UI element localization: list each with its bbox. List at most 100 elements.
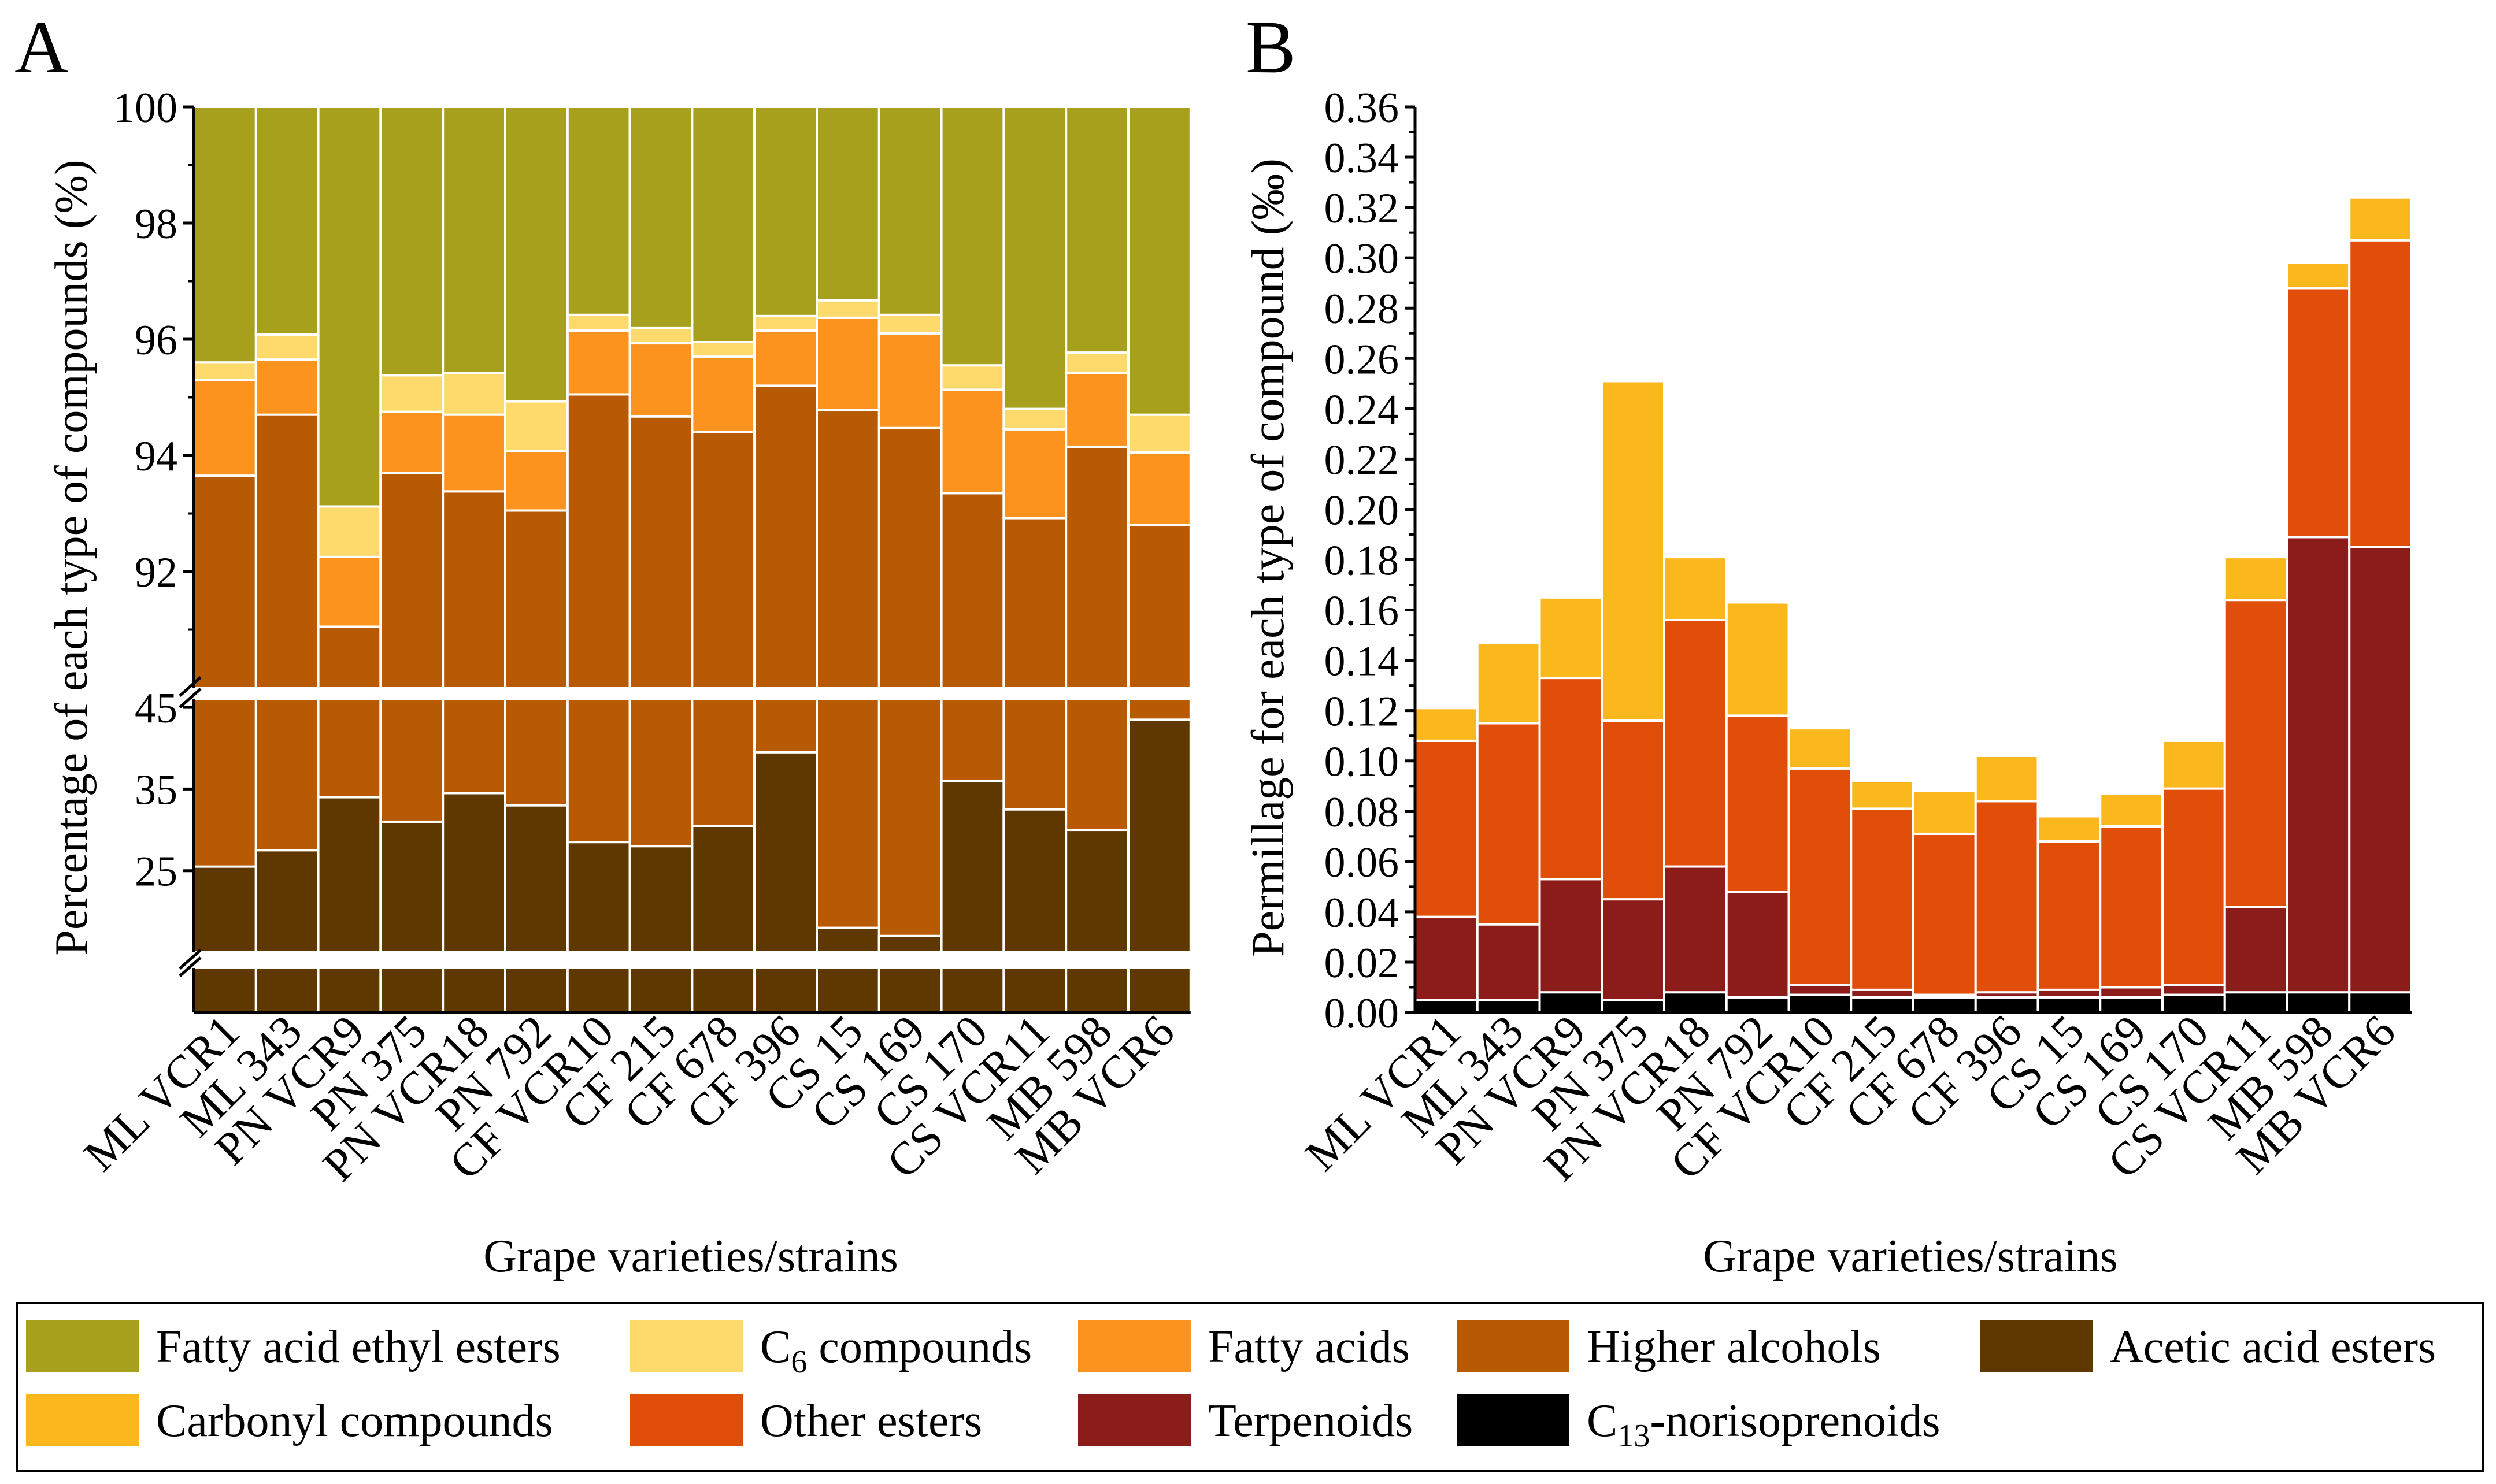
legend-swatch-terpenoids (1078, 1394, 1191, 1446)
bar-a-c6-compounds-pn-vcr18 (442, 372, 507, 416)
bar-a-acetic-acid-esters-strip-pn-792 (504, 967, 569, 1014)
bar-a-acetic-acid-esters-cs-15 (816, 926, 880, 954)
bar-a-higher-alcohols-lower-cs-15 (816, 698, 880, 954)
bar-b-other-esters-pn-375 (1601, 719, 1665, 901)
bar-a-acetic-acid-esters-mb-vcr6 (1127, 718, 1192, 954)
b-y-tick-label: 0.10 (1324, 739, 1399, 786)
b-y-tick-label: 0.26 (1324, 336, 1399, 383)
a-x-axis-title: Grape varieties/strains (483, 1231, 898, 1282)
bar-b-terpenoids-ml-vcr1 (1414, 915, 1479, 1001)
bar-a-fatty-acids-cf-396 (753, 329, 818, 387)
bar-b-other-esters-pn-792 (1725, 714, 1790, 893)
bar-b-other-esters-cs-vcr11 (2223, 599, 2288, 908)
bar-a-fatty-acids-pn-vcr9 (317, 555, 382, 628)
bar-b-carbonyl-compounds-cs-169 (2099, 792, 2164, 828)
bar-a-fatty-acids-ml-343 (254, 358, 320, 416)
legend-label-c6-compounds: C6 compounds (760, 1322, 1032, 1380)
bar-b-carbonyl-compounds-ml-343 (1476, 641, 1541, 725)
bar-a-c6-compounds-mb-598 (1065, 351, 1130, 374)
b-y-tick-label: 0.08 (1324, 789, 1399, 836)
b-y-tick-label: 0.36 (1324, 84, 1399, 132)
bar-a-fatty-acid-ethyl-esters-cf-396 (753, 106, 818, 317)
b-y-tick-label: 0.34 (1324, 135, 1399, 182)
bar-a-fatty-acid-ethyl-esters-ml-vcr1 (192, 106, 257, 364)
a-axis-break-mark (179, 676, 202, 697)
legend-swatch-other-esters (630, 1394, 743, 1446)
bar-b-other-esters-pn-vcr18 (1663, 618, 1728, 868)
bar-b-terpenoids-pn-vcr18 (1663, 865, 1728, 994)
b-y-tick-label: 0.16 (1324, 588, 1399, 635)
bar-a-fatty-acid-ethyl-esters-pn-375 (379, 106, 445, 377)
bar-a-acetic-acid-esters-strip-cf-678 (691, 967, 756, 1014)
bar-b-other-esters-cs-170 (2161, 787, 2226, 986)
bar-a-higher-alcohols-cf-678 (691, 431, 756, 689)
b-y-tick-label: 0.00 (1324, 990, 1399, 1037)
bar-a-acetic-acid-esters-cf-678 (691, 825, 756, 954)
bar-a-acetic-acid-esters-ml-343 (254, 849, 320, 954)
bar-b-carbonyl-compounds-pn-vcr9 (1538, 596, 1603, 680)
bar-a-acetic-acid-esters-strip-pn-375 (379, 967, 445, 1014)
a-y-tick-label: 100 (113, 84, 177, 132)
legend-swatch-fatty-acids (1078, 1320, 1191, 1372)
bar-b-terpenoids-cs-169 (2099, 986, 2164, 999)
b-y-tick-label: 0.30 (1324, 235, 1399, 283)
bar-a-fatty-acid-ethyl-esters-pn-vcr18 (442, 106, 507, 374)
bar-a-acetic-acid-esters-strip-ml-vcr1 (192, 967, 257, 1014)
bar-b-c13-norisoprenoids-mb-vcr6 (2348, 991, 2413, 1014)
bar-a-higher-alcohols-cs-15 (816, 409, 880, 689)
bar-a-c6-compounds-ml-vcr1 (192, 361, 257, 381)
bar-a-c6-compounds-cf-vcr10 (566, 313, 631, 332)
b-x-axis-title: Grape varieties/strains (1703, 1231, 2118, 1282)
a-y-tick-label: 35 (135, 766, 177, 814)
bar-a-c6-compounds-cf-396 (753, 314, 818, 332)
bar-b-other-esters-cf-678 (1912, 832, 1977, 996)
bar-b-terpenoids-pn-375 (1601, 898, 1665, 1001)
bar-b-carbonyl-compounds-cf-215 (1850, 780, 1914, 810)
bar-a-fatty-acid-ethyl-esters-pn-792 (504, 106, 569, 403)
bar-b-c13-norisoprenoids-pn-792 (1725, 996, 1790, 1014)
bar-b-terpenoids-mb-598 (2286, 536, 2351, 994)
bar-a-c6-compounds-cs-170 (940, 364, 1005, 391)
bar-a-fatty-acid-ethyl-esters-cf-678 (691, 106, 756, 344)
bar-b-other-esters-ml-343 (1476, 722, 1541, 926)
bar-a-fatty-acids-cs-170 (940, 388, 1005, 495)
legend-label-c13-norisoprenoids: C13-norisoprenoids (1587, 1396, 1940, 1454)
bar-a-acetic-acid-esters-strip-cf-396 (753, 967, 818, 1014)
bar-a-c6-compounds-cf-678 (691, 341, 756, 358)
bar-a-higher-alcohols-cs-vcr11 (1002, 517, 1068, 689)
legend: Fatty acid ethyl esters C6 compounds Fatty… (16, 1302, 2484, 1472)
bar-a-higher-alcohols-cs-170 (940, 492, 1005, 689)
bar-b-carbonyl-compounds-cs-15 (2036, 815, 2102, 843)
bar-a-acetic-acid-esters-cs-169 (877, 934, 943, 954)
legend-label-acetic-acid-esters: Acetic acid esters (2110, 1322, 2436, 1372)
bar-a-acetic-acid-esters-cs-vcr11 (1002, 808, 1068, 954)
bar-b-carbonyl-compounds-cf-678 (1912, 789, 1977, 835)
bar-b-terpenoids-mb-vcr6 (2348, 546, 2413, 994)
bar-b-terpenoids-cf-vcr10 (1787, 984, 1853, 996)
bar-b-carbonyl-compounds-pn-vcr18 (1663, 556, 1728, 621)
bar-b-other-esters-cf-215 (1850, 807, 1914, 991)
bar-a-fatty-acids-pn-792 (504, 450, 569, 512)
a-y-tick-label: 98 (135, 201, 177, 248)
b-y-tick-label: 0.18 (1324, 537, 1399, 585)
bar-b-c13-norisoprenoids-pn-vcr18 (1663, 991, 1728, 1014)
bar-a-higher-alcohols-pn-375 (379, 472, 445, 689)
bar-a-higher-alcohols-ml-vcr1 (192, 474, 257, 689)
bar-a-fatty-acids-pn-375 (379, 410, 445, 474)
bar-b-other-esters-mb-vcr6 (2348, 239, 2413, 548)
legend-label-fatty-acids: Fatty acids (1208, 1322, 1410, 1372)
a-y-tick-label: 94 (135, 433, 177, 480)
bar-a-c6-compounds-cf-215 (628, 326, 694, 345)
bar-a-acetic-acid-esters-pn-vcr9 (317, 796, 382, 954)
bar-b-other-esters-cf-vcr10 (1787, 767, 1853, 986)
bar-b-terpenoids-ml-343 (1476, 923, 1541, 1001)
bar-b-c13-norisoprenoids-cs-vcr11 (2223, 991, 2288, 1014)
bar-b-other-esters-cs-169 (2099, 825, 2164, 989)
bar-a-fatty-acids-mb-598 (1065, 372, 1130, 448)
bar-a-fatty-acid-ethyl-esters-cf-vcr10 (566, 106, 631, 316)
bar-b-terpenoids-cs-170 (2161, 984, 2226, 996)
bar-b-carbonyl-compounds-pn-792 (1725, 601, 1790, 717)
bar-b-carbonyl-compounds-cf-396 (1974, 755, 2039, 803)
bar-b-carbonyl-compounds-cs-170 (2161, 739, 2226, 790)
